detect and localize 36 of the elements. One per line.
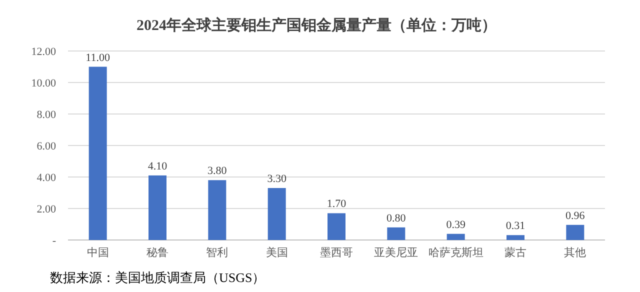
data-label: 0.80 [386, 212, 406, 224]
data-label: 4.10 [148, 160, 168, 172]
x-tick-label: 哈萨克斯坦 [428, 246, 484, 259]
chart-title: 2024年全球主要钼生产国钼金属量产量（单位：万吨） [136, 16, 496, 34]
bar [148, 175, 166, 240]
bar [506, 235, 524, 240]
data-label: 1.70 [326, 198, 347, 210]
x-tick-label: 蒙古 [504, 246, 526, 259]
data-label: 0.31 [506, 220, 526, 232]
bar [566, 224, 584, 240]
bar [328, 213, 346, 240]
data-label: 3.30 [267, 173, 287, 186]
bar [208, 180, 226, 240]
y-tick-label: 12.00 [31, 46, 56, 58]
x-tick-label: 秘鲁 [146, 247, 168, 259]
data-label: 0.96 [566, 210, 586, 222]
bar [268, 188, 286, 240]
y-tick-label: - [52, 235, 56, 247]
bar [88, 66, 107, 240]
data-label: 11.00 [86, 52, 111, 64]
x-tick-label: 亚美尼亚 [374, 246, 418, 259]
y-tick-label: 10.00 [31, 78, 56, 90]
data-label: 0.39 [446, 218, 466, 231]
y-tick-label: 8.00 [36, 109, 56, 121]
x-tick-label: 中国 [86, 246, 109, 259]
y-tick-label: 6.00 [36, 140, 56, 152]
x-tick-label: 墨西哥 [320, 247, 353, 259]
x-tick-label: 其他 [564, 246, 586, 259]
x-tick-label: 智利 [206, 246, 228, 259]
y-tick-label: 4.00 [36, 172, 56, 184]
x-tick-label: 美国 [266, 246, 288, 259]
bar [387, 227, 406, 240]
bar [446, 234, 465, 240]
source-note: 数据来源：美国地质调查局（USGS） [50, 270, 266, 285]
data-label: 3.80 [208, 165, 228, 178]
y-tick-label: 2.00 [36, 204, 56, 216]
